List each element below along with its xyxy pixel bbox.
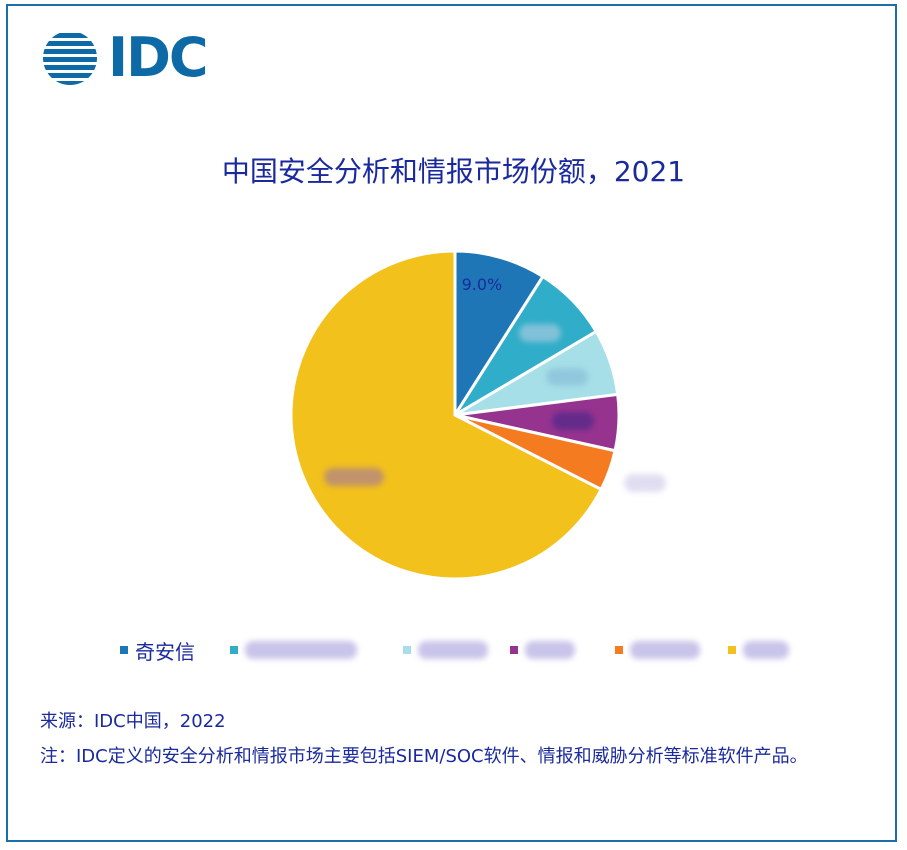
legend-item-3 (510, 635, 575, 665)
legend-swatch-3 (510, 646, 518, 654)
legend-label-redacted-5 (743, 641, 789, 659)
legend-swatch-2 (403, 646, 411, 654)
pie-label-0: 9.0% (462, 275, 503, 294)
legend-label-redacted-4 (630, 641, 700, 659)
note-text: 注：IDC定义的安全分析和情报市场主要包括SIEM/SOC软件、情报和威胁分析等… (40, 746, 808, 767)
legend-swatch-0 (120, 646, 128, 654)
legend-label-redacted-2 (418, 641, 488, 659)
pie-label-redacted-3 (551, 411, 594, 430)
chart-title: 中国安全分析和情报市场份额，2021 (221, 155, 686, 188)
globe-icon (43, 33, 97, 85)
pie-slice-0 (453, 249, 545, 421)
source-text: 来源：IDC中国，2022 (40, 711, 226, 732)
legend-label-0: 奇安信 (135, 639, 195, 664)
idc-logo: IDC (40, 22, 240, 92)
legend-item-2 (403, 635, 488, 665)
legend-label-redacted-3 (525, 641, 575, 659)
pie-chart: 9.0% (289, 249, 621, 581)
pie-label-redacted-1 (518, 323, 561, 342)
legend-swatch-5 (728, 646, 736, 654)
legend-item-0: 奇安信 (120, 635, 195, 665)
legend-item-5 (728, 635, 789, 665)
legend-item-4 (615, 635, 700, 665)
pie-label-redacted-2 (545, 367, 588, 386)
legend-label-redacted-1 (245, 641, 357, 659)
pie-slice-5 (289, 249, 604, 581)
legend-swatch-1 (230, 646, 238, 654)
legend: 奇安信 (120, 635, 820, 665)
legend-swatch-4 (615, 646, 623, 654)
logo-text: IDC (108, 26, 209, 89)
legend-item-1 (230, 635, 357, 665)
pie-label-redacted-5 (324, 467, 385, 486)
pie-label-redacted-4 (624, 474, 667, 493)
